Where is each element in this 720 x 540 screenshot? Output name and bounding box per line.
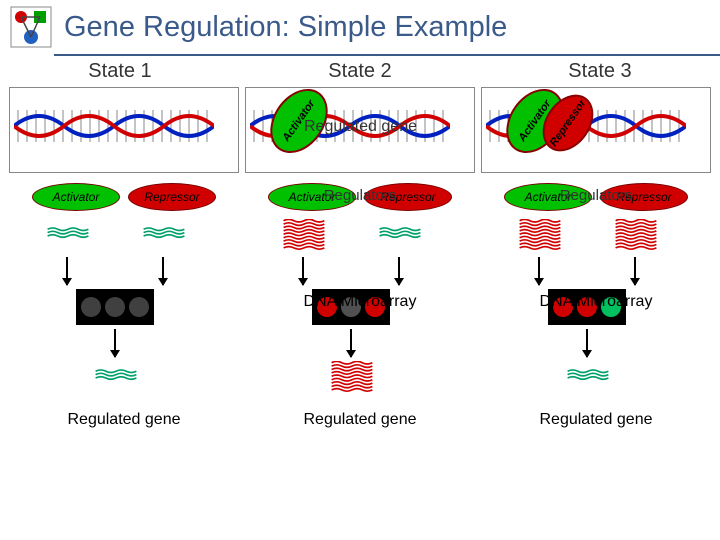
page-title: Gene Regulation: Simple Example <box>64 11 710 44</box>
state-box-2: Activator Regulated gene <box>245 87 475 173</box>
dna-helix-icon <box>14 104 214 148</box>
arrow-down-icon <box>350 329 352 357</box>
activator-small-label: Activator <box>53 190 100 204</box>
expression-icon <box>138 219 190 253</box>
ovals-row: Activator Repressor <box>6 183 242 211</box>
col-state-1: Activator Repressor Regulated gene <box>6 177 242 507</box>
microarray-label: DNA Microarray <box>242 293 478 311</box>
microarray-label: DNA Microarray <box>478 293 714 311</box>
regulated-gene-text: Regulated gene <box>304 118 417 136</box>
regulated-gene-label: Regulated gene <box>478 411 714 429</box>
state-label-3: State 3 <box>480 60 720 83</box>
arrow-down-icon <box>162 257 164 285</box>
arrow-down-icon <box>302 257 304 285</box>
activator-small-oval: Activator <box>32 183 120 211</box>
expression-icon <box>562 361 614 395</box>
expression-icon <box>374 219 426 253</box>
states-row: Activator Regulated gene Activator Repre… <box>0 83 720 177</box>
repressor-small-label: Repressor <box>144 190 199 204</box>
expression-icon <box>514 219 566 253</box>
logo-icon <box>10 6 52 48</box>
arrow-down-icon <box>114 329 116 357</box>
state-box-1 <box>9 87 239 173</box>
regulators-overlay: Regulators <box>242 187 478 204</box>
arrow-down-icon <box>586 329 588 357</box>
col-state-3: Activator Repressor Regulators DNA Micro… <box>478 177 714 507</box>
arrow-down-icon <box>538 257 540 285</box>
arrow-down-icon <box>398 257 400 285</box>
expression-icon <box>42 219 94 253</box>
col-state-2: Activator Repressor Regulators DNA Micro… <box>242 177 478 507</box>
header: Gene Regulation: Simple Example <box>0 0 720 54</box>
state-labels-row: State 1 State 2 State 3 <box>0 60 720 83</box>
arrow-down-icon <box>634 257 636 285</box>
regulators-overlay: Regulators <box>478 187 714 204</box>
lower-row: Activator Repressor Regulated gene Activ… <box>0 177 720 507</box>
expression-icon <box>278 219 330 253</box>
expression-icon <box>326 361 378 395</box>
state-box-3: Activator Repressor <box>481 87 711 173</box>
expression-icon <box>610 219 662 253</box>
state-label-1: State 1 <box>0 60 240 83</box>
state-label-2: State 2 <box>240 60 480 83</box>
expression-icon <box>90 361 142 395</box>
regulated-gene-label: Regulated gene <box>6 411 242 429</box>
repressor-small-oval: Repressor <box>128 183 216 211</box>
regulated-gene-label: Regulated gene <box>242 411 478 429</box>
microarray-chip <box>76 289 154 325</box>
arrow-down-icon <box>66 257 68 285</box>
title-rule <box>54 54 720 56</box>
